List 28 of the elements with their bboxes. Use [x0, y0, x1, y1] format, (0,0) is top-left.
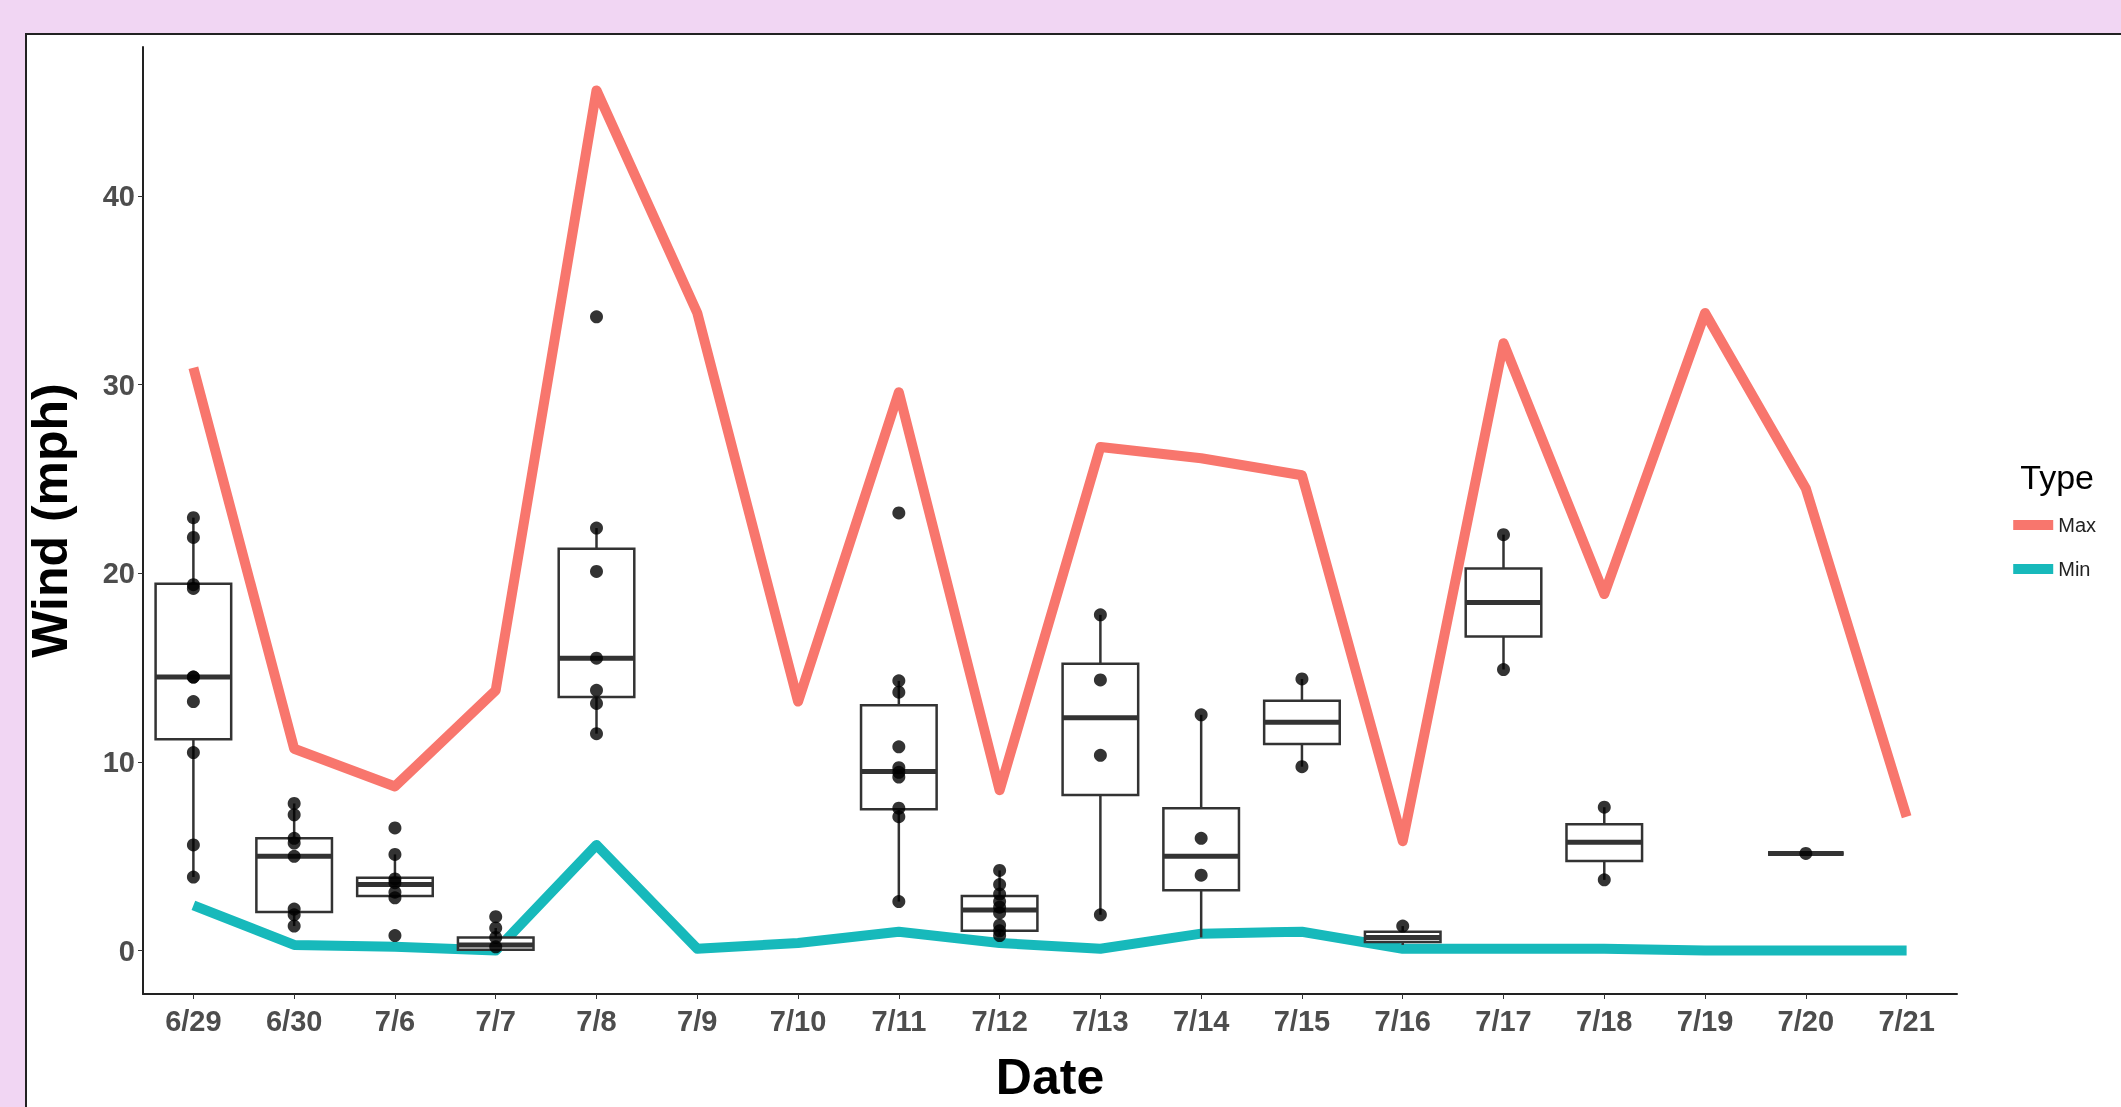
x-tick-label: 7/8: [576, 1004, 617, 1037]
y-tick-label: 10: [102, 745, 135, 778]
y-tick-label: 40: [102, 180, 135, 213]
legend-label: Max: [2058, 514, 2097, 536]
x-tick-label: 7/20: [1777, 1004, 1835, 1037]
x-tick-label: 7/16: [1374, 1004, 1431, 1037]
x-tick-label: 7/15: [1273, 1004, 1331, 1037]
x-tick-label: 7/12: [971, 1004, 1028, 1037]
y-tick-label: 0: [118, 934, 135, 967]
legend-label: Min: [2058, 558, 2091, 580]
x-tick-label: 7/19: [1676, 1004, 1734, 1037]
y-tick-label: 20: [102, 557, 135, 590]
x-tick-label: 7/18: [1576, 1004, 1633, 1037]
x-axis-title: Date: [995, 1049, 1105, 1105]
x-tick-label: 7/6: [374, 1004, 416, 1037]
x-tick-label: 7/17: [1475, 1004, 1532, 1037]
x-tick-label: 7/14: [1172, 1004, 1230, 1037]
x-tick-label: 6/30: [265, 1004, 323, 1037]
x-tick-label: 7/13: [1072, 1004, 1129, 1037]
x-tick-label: 7/10: [769, 1004, 827, 1037]
legend-title: Type: [2020, 458, 2095, 496]
x-tick-label: 6/29: [165, 1004, 222, 1037]
y-tick-label: 30: [102, 368, 135, 401]
y-axis-title: Wind (mph): [22, 383, 78, 658]
x-tick-label: 7/11: [871, 1004, 927, 1037]
x-tick-label: 7/9: [677, 1004, 718, 1037]
x-tick-label: 7/7: [475, 1004, 516, 1037]
x-tick-label: 7/21: [1878, 1004, 1935, 1037]
